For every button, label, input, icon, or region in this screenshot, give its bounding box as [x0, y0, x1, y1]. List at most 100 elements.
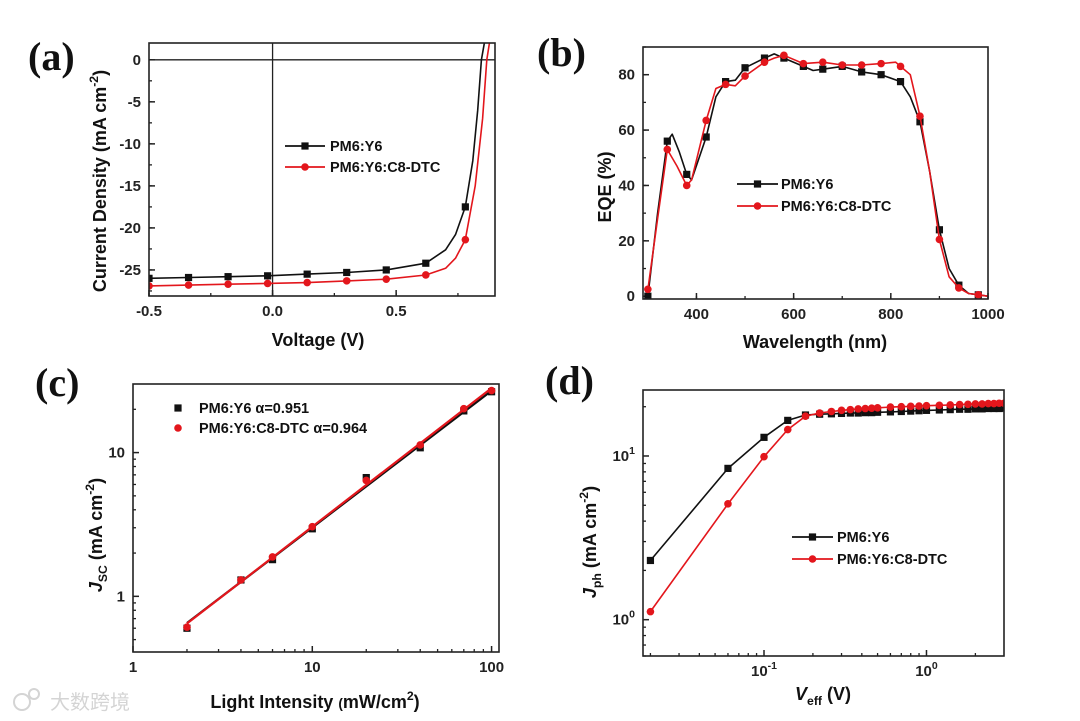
legend-label: PM6:Y6:C8-DTC — [837, 552, 948, 568]
legend-entry: PM6:Y6 α=0.951 — [174, 401, 309, 417]
x-tick-label: -0.5 — [136, 303, 162, 320]
y-tick-label: 100 — [612, 609, 635, 629]
x-axis-label: Voltage (V) — [272, 330, 365, 350]
x-tick-label: 1 — [129, 659, 137, 676]
y-axis-label-part: -2 — [87, 76, 101, 87]
chart-panel-d: (d)10-1 100100101PM6:Y6PM6:Y6:C8-DTCVeff … — [545, 358, 1005, 708]
series-pm6-y6-c8-dtc-point — [702, 116, 710, 125]
series-pm6-y6-c8-dtc-point — [867, 404, 876, 412]
series-pm6-y6-c8-dtc-point — [644, 285, 652, 294]
panel-label: (b) — [537, 30, 586, 75]
x-tick-base: 10 — [915, 663, 932, 680]
series-pm6-y6-c8-dtc-point — [896, 62, 905, 71]
series-pm6-y6-point — [956, 405, 964, 413]
x-axis-label-part: eff — [807, 694, 823, 708]
series-pm6-y6-c8-dtc-point — [783, 425, 792, 434]
x-tick-label: 400 — [684, 306, 709, 323]
series-pm6-y6-c8-dtc-point — [886, 403, 895, 411]
series-pm6-y6-point — [915, 407, 923, 415]
y-tick-exponent: 1 — [629, 445, 635, 457]
series-pm6-y6-point — [873, 408, 882, 416]
series-pm6-y6-point — [854, 409, 862, 417]
series-pm6-y6-c8-dtc-point — [827, 407, 836, 416]
series-pm6-y6-point — [184, 273, 193, 282]
series-pm6-y6-c8-dtc-point — [974, 291, 983, 299]
y-tick-base: 10 — [612, 448, 629, 465]
series-pm6-y6-c8-dtc-point — [955, 400, 964, 409]
x-tick-base: 10 — [751, 663, 768, 680]
y-tick-label: 20 — [618, 233, 635, 250]
series-pm6-y6-point — [724, 464, 732, 472]
series-pm6-y6-c8-dtc-point — [818, 58, 827, 67]
series-pm6-y6-c8-dtc-point — [308, 522, 317, 531]
series-pm6-y6-c8-dtc-point — [837, 406, 846, 415]
series-group — [644, 51, 988, 299]
series-group — [149, 43, 491, 290]
panel-label: (d) — [545, 358, 594, 403]
series-pm6-y6-c8-dtc-point — [978, 400, 986, 408]
series-pm6-y6-point — [683, 170, 691, 178]
x-axis-label-part: V — [795, 684, 809, 704]
series-pm6-y6-point — [995, 404, 1003, 413]
legend-entry: PM6:Y6:C8-DTC — [737, 199, 892, 215]
series-pm6-y6-c8-dtc-point — [854, 405, 863, 413]
series-pm6-y6-c8-dtc-point — [721, 80, 730, 89]
series-pm6-y6-point — [935, 406, 943, 414]
series-pm6-y6-c8-dtc-point — [663, 145, 672, 154]
x-tick-label: 800 — [878, 306, 903, 323]
series-pm6-y6-point — [784, 416, 792, 424]
series-pm6-y6-c8-dtc-point — [984, 399, 993, 408]
series-pm6-y6-point — [946, 406, 954, 414]
y-tick-label: -5 — [128, 94, 141, 111]
watermark-text: 大数跨境 — [50, 690, 130, 714]
watermark-logo-icon — [28, 688, 40, 700]
series-pm6-y6-c8-dtc-point — [342, 277, 351, 285]
y-tick-label: -10 — [119, 136, 141, 153]
series-pm6-y6-point — [990, 404, 998, 413]
series-pm6-y6-c8-dtc-point — [487, 386, 496, 395]
series-pm6-y6-c8-dtc-point — [955, 284, 963, 292]
series-pm6-y6-c8-dtc-point — [724, 500, 732, 508]
chart-panel-c: (c) 1 10 100 1 10 PM6:Y6 α=0.951 PM6:Y6:C8-DTC … — [35, 360, 504, 712]
x-tick-label: 10 — [304, 659, 321, 676]
series-pm6-y6-c8-dtc-point — [935, 235, 944, 244]
y-tick-label: 40 — [618, 177, 635, 194]
x-tick-label: 0.5 — [386, 303, 407, 320]
series-pm6-y6-c8-dtc-point — [861, 404, 870, 413]
series-pm6-y6-c8-dtc-point — [815, 409, 824, 417]
y-tick-label: 80 — [618, 67, 635, 84]
legend-marker — [174, 404, 182, 412]
series-pm6-y6-c8-dtc-fit-line — [186, 387, 493, 625]
y-tick-label: -25 — [119, 262, 141, 279]
x-tick-label: 1000 — [971, 306, 1004, 323]
legend-label: PM6:Y6 — [330, 139, 382, 155]
legend-marker — [808, 555, 817, 563]
series-pm6-y6-point — [978, 405, 986, 413]
legend-marker — [174, 424, 182, 432]
panel-label: (c) — [35, 360, 79, 405]
legend-marker — [808, 533, 817, 541]
series-pm6-y6-c8-dtc-point — [149, 282, 153, 290]
series-pm6-y6-c8-dtc-point — [935, 401, 944, 410]
y-axis-label-part: Current Density (mA cm — [90, 87, 110, 292]
y-axis-label: Current Density (mA cm-2) — [87, 70, 110, 292]
x-axis-label-part: 2 — [407, 689, 414, 703]
series-pm6-y6-c8-dtc-point — [237, 576, 245, 584]
series-pm6-y6-point — [646, 556, 655, 565]
series-pm6-y6-point — [984, 404, 992, 413]
legend-label: PM6:Y6:C8-DTC — [330, 160, 441, 176]
series-pm6-y6-c8-dtc-point — [263, 279, 272, 288]
series-pm6-y6-c8-dtc-point — [873, 403, 882, 412]
y-axis-label-part: (mA cm — [86, 495, 106, 565]
y-tick-label: 0 — [133, 52, 141, 69]
legend-entry: PM6:Y6 — [285, 139, 382, 155]
x-axis-label-part: (V) — [822, 684, 851, 704]
x-tick-label: 100 — [479, 659, 504, 676]
series-pm6-y6-c8-dtc-point — [922, 401, 931, 410]
legend-label: PM6:Y6 α=0.951 — [199, 401, 309, 417]
series-pm6-y6-point — [760, 433, 768, 441]
series-pm6-y6-c8-dtc-point — [964, 400, 972, 409]
legend-entry: PM6:Y6:C8-DTC α=0.964 — [174, 421, 367, 437]
y-axis-label-part: -2 — [577, 492, 591, 503]
